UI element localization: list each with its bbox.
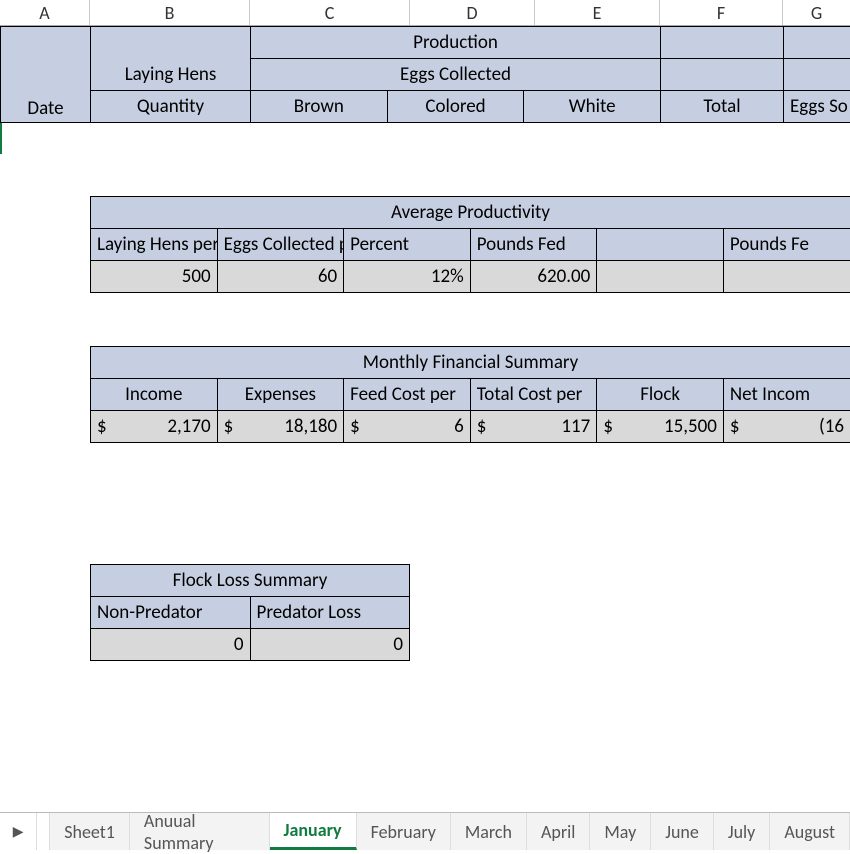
avg-hdr-eggs-collected-per[interactable]: Eggs Collected per	[217, 229, 344, 261]
currency-value: 6	[454, 415, 464, 438]
flock-hdr-non-predator[interactable]: Non-Predator	[91, 597, 251, 629]
triangle-right-icon: ▶	[13, 823, 24, 840]
fin-val-expenses[interactable]: $18,180	[217, 411, 344, 443]
col-header-f[interactable]: F	[660, 0, 783, 25]
avg-val-blank[interactable]	[597, 261, 724, 293]
sheet-tab[interactable]: June	[651, 813, 714, 850]
cell-white[interactable]: White	[524, 91, 661, 123]
column-header-row: A B C D E F G	[0, 0, 850, 26]
currency-symbol: $	[350, 415, 360, 438]
currency-symbol: $	[224, 415, 234, 438]
fin-hdr-income[interactable]: Income	[91, 379, 218, 411]
fin-hdr-net[interactable]: Net Incom	[723, 379, 850, 411]
cell-eggs-collected[interactable]: Eggs Collected	[251, 59, 661, 91]
currency-symbol: $	[477, 415, 487, 438]
col-header-a[interactable]: A	[0, 0, 90, 25]
flock-val-non-predator[interactable]: 0	[91, 629, 251, 661]
currency-value: 18,180	[284, 415, 337, 438]
col-header-c[interactable]: C	[250, 0, 410, 25]
sheet-tab[interactable]: Sheet1	[49, 813, 130, 850]
cell-eggs-sold[interactable]: Eggs So	[784, 91, 850, 123]
tab-nav-button[interactable]: ▶	[0, 813, 37, 850]
cell-production[interactable]: Production	[251, 27, 661, 59]
currency-value: 2,170	[167, 415, 210, 438]
sheet-tab[interactable]: July	[714, 813, 770, 850]
fin-val-net[interactable]: $ (16	[723, 411, 850, 443]
flock-val-predator-loss[interactable]: 0	[250, 629, 410, 661]
fin-title[interactable]: Monthly Financial Summary	[91, 347, 850, 379]
currency-value: 117	[561, 415, 590, 438]
avg-hdr-blank[interactable]	[597, 229, 724, 261]
avg-hdr-percent[interactable]: Percent	[344, 229, 471, 261]
avg-hdr-pounds-fe[interactable]: Pounds Fe	[723, 229, 850, 261]
cell-brown[interactable]: Brown	[251, 91, 388, 123]
col-header-b[interactable]: B	[90, 0, 250, 25]
cell-blank-f2[interactable]	[661, 59, 784, 91]
sheet-tab[interactable]: Anuual Summary	[130, 813, 270, 850]
sheet-tab-bar: ▶ Sheet1 Anuual Summary January February…	[0, 812, 850, 850]
sheet-tab[interactable]: March	[451, 813, 527, 850]
currency-value: 15,500	[664, 415, 717, 438]
sheet-tab-active[interactable]: January	[270, 813, 357, 850]
col-header-d[interactable]: D	[410, 0, 535, 25]
cell-colored[interactable]: Colored	[387, 91, 524, 123]
sheet-tab[interactable]: August	[770, 813, 850, 850]
avg-hdr-laying-hens-per[interactable]: Laying Hens per	[91, 229, 218, 261]
cell-date-header[interactable]: Date	[1, 27, 91, 123]
avg-productivity-table: Average Productivity Laying Hens per Egg…	[90, 196, 850, 293]
sheet-tab[interactable]: May	[590, 813, 651, 850]
cell-laying-hens[interactable]: Laying Hens	[91, 59, 251, 91]
sheet-tab[interactable]: February	[357, 813, 451, 850]
production-header-table: Date Production Laying Hens Eggs Collect…	[0, 26, 850, 123]
cell-blank-b1[interactable]	[91, 27, 251, 59]
cell-blank-f1[interactable]	[661, 27, 784, 59]
avg-hdr-pounds-fed[interactable]: Pounds Fed	[470, 229, 597, 261]
avg-prod-title[interactable]: Average Productivity	[91, 197, 850, 229]
cell-blank-g2[interactable]	[784, 59, 850, 91]
sheet-tab[interactable]: April	[527, 813, 590, 850]
fin-hdr-feed-cost[interactable]: Feed Cost per	[344, 379, 471, 411]
cell-quantity[interactable]: Quantity	[91, 91, 251, 123]
avg-val-pounds-fe[interactable]	[723, 261, 850, 293]
avg-val-eggs-collected-per[interactable]: 60	[217, 261, 344, 293]
currency-symbol: $	[730, 415, 740, 438]
fin-val-flock[interactable]: $15,500	[597, 411, 724, 443]
flock-title[interactable]: Flock Loss Summary	[91, 565, 410, 597]
flock-loss-table: Flock Loss Summary Non-Predator Predator…	[90, 564, 410, 661]
avg-val-pounds-fed[interactable]: 620.00	[470, 261, 597, 293]
currency-symbol: $	[97, 415, 107, 438]
avg-val-laying-hens-per[interactable]: 500	[91, 261, 218, 293]
cell-total[interactable]: Total	[661, 91, 784, 123]
col-header-e[interactable]: E	[535, 0, 660, 25]
col-header-g[interactable]: G	[783, 0, 850, 25]
avg-val-percent[interactable]: 12%	[344, 261, 471, 293]
financial-summary-table: Monthly Financial Summary Income Expense…	[90, 346, 850, 443]
currency-value: (16	[819, 415, 844, 438]
fin-hdr-flock[interactable]: Flock	[597, 379, 724, 411]
flock-hdr-predator-loss[interactable]: Predator Loss	[250, 597, 410, 629]
fin-hdr-total-cost[interactable]: Total Cost per	[470, 379, 597, 411]
fin-val-income[interactable]: $2,170	[91, 411, 218, 443]
currency-symbol: $	[603, 415, 613, 438]
fin-hdr-expenses[interactable]: Expenses	[217, 379, 344, 411]
fin-val-total[interactable]: $117	[470, 411, 597, 443]
cell-blank-g1[interactable]	[784, 27, 850, 59]
fin-val-feed[interactable]: $6	[344, 411, 471, 443]
